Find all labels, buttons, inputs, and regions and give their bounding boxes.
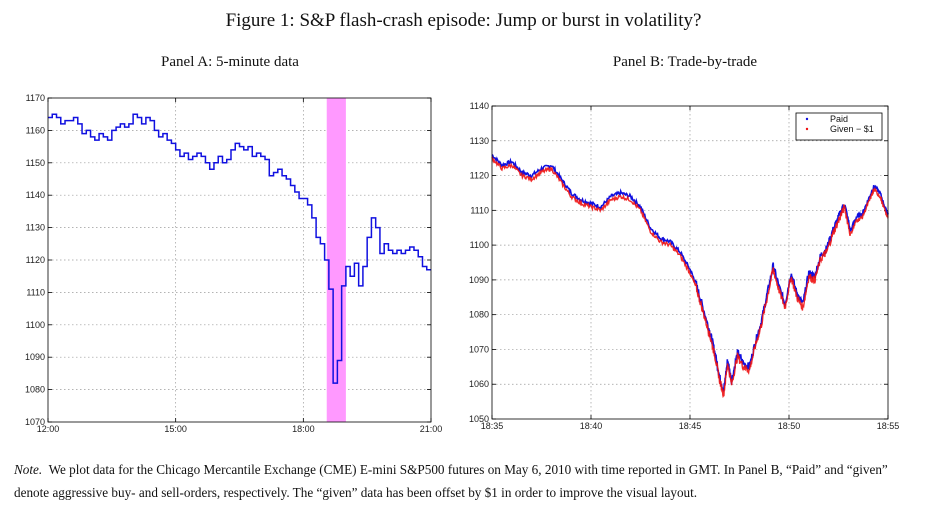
y-tick-label: 1100	[26, 320, 45, 330]
plot-frame	[491, 105, 889, 420]
y-tick-label: 1110	[470, 205, 489, 215]
x-tick-label: 21:00	[420, 424, 443, 434]
legend-marker	[805, 127, 809, 131]
x-tick-label: 12:00	[37, 424, 60, 434]
panel-a-title: Panel A: 5-minute data	[161, 54, 299, 70]
y-tick-label: 1120	[470, 171, 489, 181]
y-tick-label: 1090	[469, 275, 489, 285]
y-tick-label: 1110	[26, 287, 45, 297]
x-tick-label: 18:55	[877, 421, 900, 431]
y-tick-label: 1090	[25, 352, 45, 362]
y-tick-label: 1150	[26, 158, 45, 168]
note-text: We plot data for the Chicago Mercantile …	[14, 462, 888, 500]
figure-note: Note. We plot data for the Chicago Merca…	[14, 458, 919, 504]
note-label: Note.	[14, 462, 43, 477]
y-tick-label: 1160	[26, 125, 45, 135]
y-tick-label: 1120	[26, 255, 45, 265]
y-tick-label: 1080	[469, 310, 489, 320]
y-tick-label: 1070	[25, 417, 45, 427]
y-tick-label: 1070	[469, 344, 489, 354]
y-tick-label: 1130	[26, 223, 45, 233]
x-tick-label: 15:00	[164, 424, 187, 434]
legend-label: Given − $1	[830, 124, 874, 134]
panel-b-title: Panel B: Trade-by-trade	[612, 54, 758, 70]
plot-frame	[47, 97, 432, 423]
panel-b-chart: 1050 1060 1070 1080 1090 1100 1110 1120 1130 1140…	[469, 101, 899, 431]
y-tick-label: 1060	[469, 379, 489, 389]
x-tick-label: 18:50	[778, 421, 801, 431]
x-tick-label: 18:40	[580, 421, 603, 431]
y-tick-label: 1100	[470, 240, 489, 250]
legend-marker	[805, 117, 809, 121]
series-line-given	[491, 156, 889, 399]
x-tick-label: 18:00	[292, 424, 315, 434]
y-tick-label: 1140	[26, 190, 45, 200]
y-tick-label: 1080	[25, 385, 45, 395]
panel-a-chart: 1070 1080 1090 1100 1110 1120 1130 1140 1150 1160…	[25, 93, 442, 434]
figure-title: Figure 1: S&P flash-crash episode: Jump …	[225, 10, 702, 31]
y-tick-label: 1130	[470, 136, 489, 146]
x-tick-label: 18:45	[679, 421, 702, 431]
legend-label: Paid	[830, 114, 848, 124]
series-line-5min	[48, 113, 431, 384]
legend-box	[795, 112, 883, 141]
y-tick-label: 1050	[469, 414, 489, 424]
y-tick-label: 1140	[470, 101, 489, 111]
x-tick-label: 18:35	[481, 421, 504, 431]
y-tick-label: 1170	[26, 93, 45, 103]
